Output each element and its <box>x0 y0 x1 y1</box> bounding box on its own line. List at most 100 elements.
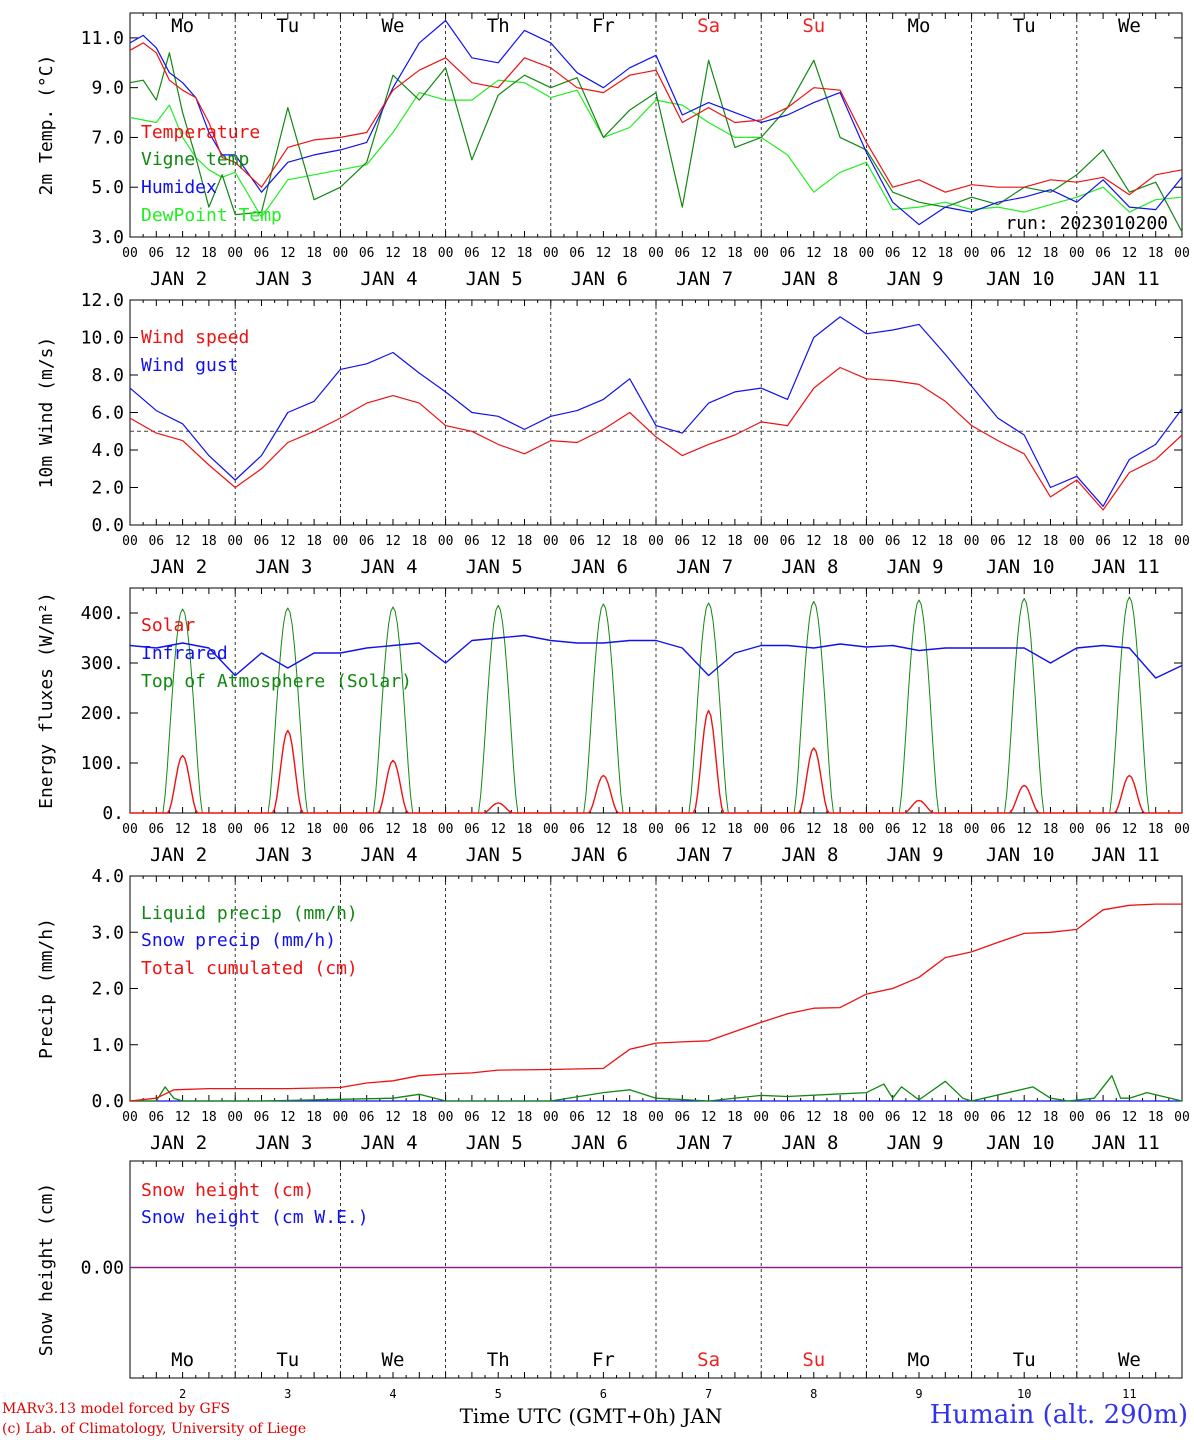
date-label: JAN 5 <box>466 844 523 866</box>
hour-tick-label: 06 <box>885 1110 901 1125</box>
hour-tick-label: 00 <box>648 534 664 549</box>
hour-tick-label: 06 <box>990 822 1006 837</box>
hour-tick-label: 06 <box>569 534 585 549</box>
hour-tick-label: 00 <box>438 534 454 549</box>
hour-tick-label: 00 <box>1174 534 1190 549</box>
hour-tick-label: 12 <box>1122 1110 1138 1125</box>
hour-tick-label: 00 <box>753 822 769 837</box>
hour-tick-label: 18 <box>1148 1110 1164 1125</box>
hour-tick-label: 06 <box>254 1110 270 1125</box>
date-label: JAN 4 <box>360 1132 417 1154</box>
weekday-label: Th <box>487 15 510 37</box>
hour-tick-label: 06 <box>1095 1110 1111 1125</box>
hour-tick-label: 12 <box>385 1110 401 1125</box>
day-number-label: 11 <box>1122 1387 1136 1401</box>
hour-tick-label: 12 <box>280 246 296 261</box>
legend-entry: Liquid precip (mm/h) <box>141 903 358 924</box>
y-tick-label: 100. <box>81 753 124 774</box>
solar-curve <box>340 759 446 814</box>
hour-tick-label: 06 <box>1095 246 1111 261</box>
hour-tick-label: 12 <box>596 534 612 549</box>
hour-tick-label: 12 <box>385 822 401 837</box>
day-number-label: 5 <box>495 1387 502 1401</box>
hour-tick-label: 00 <box>859 822 875 837</box>
x-axis-label: Time UTC (GMT+0h) JAN <box>460 1404 723 1428</box>
series-line-1 <box>130 1075 1183 1102</box>
date-label: JAN 3 <box>255 844 312 866</box>
hour-tick-label: 12 <box>1122 534 1138 549</box>
hour-tick-label: 06 <box>1095 822 1111 837</box>
hour-tick-label: 06 <box>359 1110 375 1125</box>
hour-tick-label: 00 <box>1174 822 1190 837</box>
hour-tick-label: 12 <box>490 246 506 261</box>
hour-tick-label: 00 <box>543 246 559 261</box>
hour-tick-label: 00 <box>122 1110 138 1125</box>
hour-tick-label: 18 <box>1148 534 1164 549</box>
hour-tick-label: 00 <box>227 534 243 549</box>
hour-tick-label: 18 <box>306 246 322 261</box>
hour-tick-label: 00 <box>753 534 769 549</box>
hour-tick-label: 06 <box>990 1110 1006 1125</box>
y-tick-label: 2.0 <box>91 478 124 499</box>
hour-tick-label: 12 <box>701 246 717 261</box>
y-tick-label: 200. <box>81 703 124 724</box>
hour-tick-label: 06 <box>464 534 480 549</box>
toa-solar-curve <box>971 598 1077 814</box>
toa-solar-curve <box>130 608 236 814</box>
station-name: Humain (alt. 290m) <box>929 1400 1188 1430</box>
hour-tick-label: 18 <box>1043 1110 1059 1125</box>
date-label: JAN 2 <box>150 268 207 290</box>
weekday-label: Su <box>802 1349 825 1371</box>
hour-tick-label: 06 <box>885 246 901 261</box>
hour-tick-label: 06 <box>464 246 480 261</box>
hour-tick-label: 06 <box>148 534 164 549</box>
hour-tick-label: 12 <box>1122 246 1138 261</box>
y-tick-label: 11.0 <box>81 28 124 49</box>
date-label: JAN 3 <box>255 556 312 578</box>
solar-curve <box>761 747 867 814</box>
hour-tick-label: 12 <box>911 246 927 261</box>
hour-tick-label: 18 <box>1043 534 1059 549</box>
hour-tick-label: 06 <box>780 246 796 261</box>
hour-tick-label: 12 <box>490 1110 506 1125</box>
day-number-label: 3 <box>284 1387 291 1401</box>
hour-tick-label: 12 <box>280 1110 296 1125</box>
hour-tick-label: 00 <box>648 1110 664 1125</box>
hour-tick-label: 18 <box>517 534 533 549</box>
weekday-label: Mo <box>908 1349 931 1371</box>
hour-tick-label: 00 <box>333 822 349 837</box>
day-number-label: 2 <box>179 1387 186 1401</box>
y-tick-label: 1.0 <box>91 1035 124 1056</box>
series-line-2 <box>129 52 1183 233</box>
toa-solar-curve <box>656 602 762 814</box>
legend-entry: Snow precip (mm/h) <box>141 930 336 951</box>
toa-solar-curve <box>761 601 867 814</box>
hour-tick-label: 06 <box>990 246 1006 261</box>
hour-tick-label: 18 <box>727 534 743 549</box>
hour-tick-label: 18 <box>727 822 743 837</box>
hour-tick-label: 12 <box>1016 822 1032 837</box>
legend-entry: Snow height (cm) <box>141 1180 314 1201</box>
hour-tick-label: 12 <box>806 246 822 261</box>
lab-credit: (c) Lab. of Climatology, University of L… <box>2 1421 307 1437</box>
legend-entry: Wind gust <box>141 355 239 376</box>
hour-tick-label: 12 <box>385 246 401 261</box>
date-label: JAN 7 <box>676 268 733 290</box>
hour-tick-label: 06 <box>464 1110 480 1125</box>
legend-entry: Snow height (cm W.E.) <box>141 1207 369 1228</box>
hour-tick-label: 12 <box>701 1110 717 1125</box>
legend-entry: DewPoint Temp <box>141 205 282 226</box>
weekday-label: Mo <box>908 15 931 37</box>
hour-tick-label: 18 <box>306 534 322 549</box>
day-number-label: 4 <box>389 1387 396 1401</box>
hour-tick-label: 00 <box>1174 1110 1190 1125</box>
solar-curve <box>235 729 341 814</box>
hour-tick-label: 12 <box>490 822 506 837</box>
day-number-label: 6 <box>600 1387 607 1401</box>
hour-tick-label: 12 <box>911 822 927 837</box>
day-number-label: 9 <box>915 1387 922 1401</box>
hour-tick-label: 06 <box>990 534 1006 549</box>
hour-tick-label: 00 <box>1174 246 1190 261</box>
hour-tick-label: 12 <box>596 822 612 837</box>
